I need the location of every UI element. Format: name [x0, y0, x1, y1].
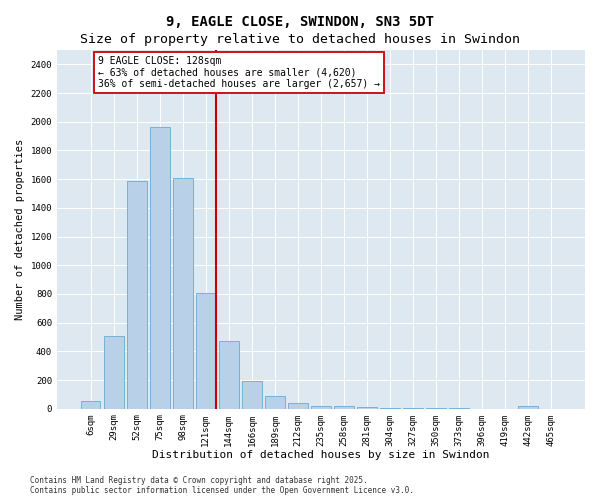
Bar	[288, 403, 308, 408]
Bar	[219, 340, 239, 408]
Bar	[150, 128, 170, 408]
Text: Contains HM Land Registry data © Crown copyright and database right 2025.
Contai: Contains HM Land Registry data © Crown c…	[30, 476, 414, 495]
Bar	[81, 401, 100, 408]
Bar	[173, 178, 193, 408]
Bar	[334, 406, 354, 408]
Bar	[196, 293, 215, 408]
Text: Size of property relative to detached houses in Swindon: Size of property relative to detached ho…	[80, 32, 520, 46]
Bar	[518, 406, 538, 408]
Text: 9, EAGLE CLOSE, SWINDON, SN3 5DT: 9, EAGLE CLOSE, SWINDON, SN3 5DT	[166, 15, 434, 29]
Bar	[311, 406, 331, 408]
Bar	[265, 396, 284, 408]
Y-axis label: Number of detached properties: Number of detached properties	[15, 138, 25, 320]
Bar	[104, 336, 124, 408]
Bar	[242, 380, 262, 408]
Bar	[127, 180, 146, 408]
X-axis label: Distribution of detached houses by size in Swindon: Distribution of detached houses by size …	[152, 450, 490, 460]
Text: 9 EAGLE CLOSE: 128sqm
← 63% of detached houses are smaller (4,620)
36% of semi-d: 9 EAGLE CLOSE: 128sqm ← 63% of detached …	[98, 56, 380, 89]
